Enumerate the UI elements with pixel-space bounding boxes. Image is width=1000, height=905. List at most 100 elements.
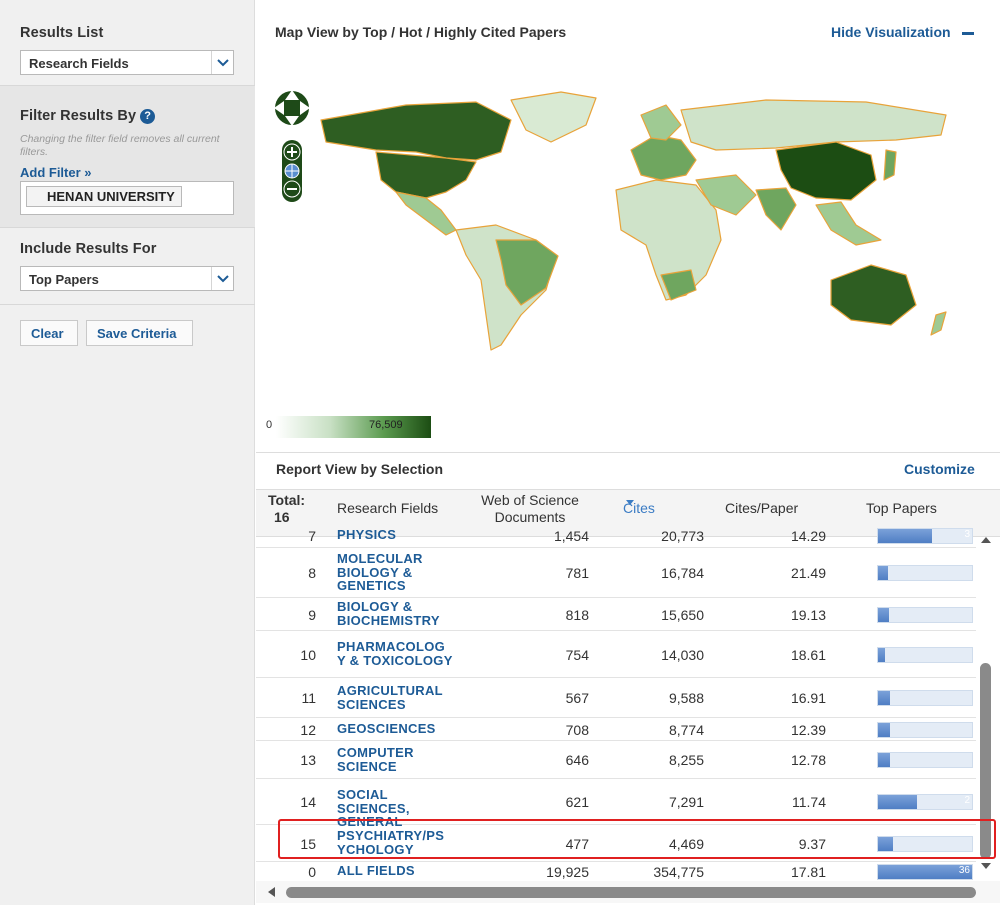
pan-control[interactable] xyxy=(274,90,310,126)
table-row[interactable]: 15 PSYCHIATRY/PS YCHOLOGY 477 4,469 9.37 xyxy=(256,825,976,862)
row-cites: 8,255 xyxy=(668,752,704,768)
row-rank: 10 xyxy=(300,647,316,663)
legend-gradient xyxy=(276,416,431,438)
row-cites-per-paper: 16.91 xyxy=(790,690,826,706)
row-cites-per-paper: 18.61 xyxy=(790,647,826,663)
row-top-papers-count: 36 xyxy=(958,865,970,876)
col-top-papers[interactable]: Top Papers xyxy=(866,500,937,516)
region-brazil[interactable] xyxy=(495,239,559,306)
row-field-link[interactable]: PHARMACOLOG Y & TOXICOLOGY xyxy=(337,639,453,668)
include-select[interactable]: Top Papers xyxy=(20,266,234,291)
scroll-up-icon[interactable] xyxy=(976,533,996,547)
zoom-out-icon[interactable] xyxy=(283,180,301,198)
row-cites-per-paper: 11.74 xyxy=(792,794,826,810)
horizontal-scrollbar[interactable] xyxy=(256,881,1000,903)
region-canada[interactable] xyxy=(320,101,512,161)
table-row[interactable]: 0 ALL FIELDS 19,925 354,775 17.81 36 xyxy=(256,862,976,881)
row-field-link[interactable]: PSYCHIATRY/PS YCHOLOGY xyxy=(337,828,445,857)
col-research-fields[interactable]: Research Fields xyxy=(337,500,439,516)
region-usa[interactable] xyxy=(375,151,477,199)
clear-button[interactable]: Clear xyxy=(20,320,78,346)
row-field-link[interactable]: SOCIAL SCIENCES, GENERAL xyxy=(337,787,410,829)
total-count: 16 xyxy=(274,509,290,525)
region-scandinavia[interactable] xyxy=(640,104,682,141)
add-filter-link[interactable]: Add Filter » xyxy=(20,165,92,180)
row-field-link[interactable]: PHYSICS xyxy=(337,527,397,542)
region-south-africa[interactable] xyxy=(660,269,697,301)
row-top-papers-bar xyxy=(877,752,973,768)
region-europe[interactable] xyxy=(630,134,697,181)
row-field-link[interactable]: AGRICULTURAL SCIENCES xyxy=(337,683,443,712)
table-row[interactable]: 7 PHYSICS 1,454 20,773 14.29 3 xyxy=(256,523,976,548)
region-new-zealand[interactable] xyxy=(930,311,947,336)
region-japan[interactable] xyxy=(883,149,897,181)
row-documents: 708 xyxy=(565,722,589,738)
scroll-left-icon[interactable] xyxy=(264,884,280,900)
legend-max-label: 76,509 xyxy=(369,419,403,431)
row-field-link[interactable]: MOLECULAR BIOLOGY & GENETICS xyxy=(337,551,423,593)
region-australia[interactable] xyxy=(830,264,917,326)
table-row[interactable]: 10 PHARMACOLOG Y & TOXICOLOGY 754 14,030 18.… xyxy=(256,631,976,678)
row-top-papers-bar xyxy=(877,722,973,738)
table-row[interactable]: 8 MOLECULAR BIOLOGY & GENETICS 781 16,784 21… xyxy=(256,548,976,598)
row-documents: 477 xyxy=(565,836,589,852)
row-rank: 7 xyxy=(308,528,316,544)
map-title: Map View by Top / Hot / Highly Cited Pap… xyxy=(275,24,567,40)
vertical-scrollbar[interactable] xyxy=(976,533,996,873)
customize-link[interactable]: Customize xyxy=(904,461,975,477)
filter-heading-wrap: Filter Results By? xyxy=(20,108,156,124)
chevron-down-icon xyxy=(211,267,233,290)
row-rank: 8 xyxy=(308,565,316,581)
row-cites-per-paper: 12.39 xyxy=(790,722,826,738)
horizontal-scroll-thumb[interactable] xyxy=(286,887,976,898)
row-cites-per-paper: 17.81 xyxy=(790,864,826,880)
globe-icon[interactable] xyxy=(284,163,300,179)
table-row[interactable]: 12 GEOSCIENCES 708 8,774 12.39 xyxy=(256,718,976,741)
region-se-asia[interactable] xyxy=(815,201,882,246)
table-row[interactable]: 9 BIOLOGY & BIOCHEMISTRY 818 15,650 19.13 xyxy=(256,598,976,631)
row-cites-per-paper: 12.78 xyxy=(790,752,826,768)
row-cites: 8,774 xyxy=(668,722,704,738)
row-cites: 14,030 xyxy=(661,647,704,663)
sidebar: Results List Research Fields Filter Resu… xyxy=(0,0,255,905)
hide-visualization-link[interactable]: Hide Visualization xyxy=(831,24,975,40)
filter-section: Filter Results By? Changing the filter f… xyxy=(0,85,255,228)
row-rank: 14 xyxy=(300,794,316,810)
col-cites-per-paper[interactable]: Cites/Paper xyxy=(725,500,799,516)
region-middle-east[interactable] xyxy=(695,174,757,216)
include-heading: Include Results For xyxy=(20,241,157,257)
row-cites-per-paper: 14.29 xyxy=(790,528,826,544)
row-cites: 9,588 xyxy=(668,690,704,706)
table-row[interactable]: 14 SOCIAL SCIENCES, GENERAL 621 7,291 11.74 2 xyxy=(256,779,976,828)
row-field-link[interactable]: COMPUTER SCIENCE xyxy=(337,745,414,774)
save-criteria-button[interactable]: Save Criteria xyxy=(86,320,193,346)
region-mexico[interactable] xyxy=(395,191,457,236)
row-field-link[interactable]: BIOLOGY & BIOCHEMISTRY xyxy=(337,599,440,628)
world-map[interactable] xyxy=(296,80,996,360)
region-greenland[interactable] xyxy=(510,91,597,143)
include-select-value: Top Papers xyxy=(29,272,99,287)
row-field-link[interactable]: GEOSCIENCES xyxy=(337,721,436,736)
row-documents: 781 xyxy=(565,565,589,581)
col-wos-documents[interactable]: Web of Science Documents xyxy=(481,492,579,525)
vertical-scroll-thumb[interactable] xyxy=(980,663,991,859)
help-icon[interactable]: ? xyxy=(140,108,156,124)
hide-visualization-label: Hide Visualization xyxy=(831,24,951,40)
results-list-select[interactable]: Research Fields xyxy=(20,50,234,75)
filter-chip[interactable]: HENAN UNIVERSITY xyxy=(26,186,182,207)
row-rank: 9 xyxy=(308,607,316,623)
table-row[interactable]: 11 AGRICULTURAL SCIENCES 567 9,588 16.91 xyxy=(256,678,976,718)
table-row[interactable]: 13 COMPUTER SCIENCE 646 8,255 12.78 xyxy=(256,741,976,779)
region-africa[interactable] xyxy=(615,179,722,301)
row-cites: 20,773 xyxy=(661,528,704,544)
region-china[interactable] xyxy=(775,141,877,201)
row-cites: 4,469 xyxy=(668,836,704,852)
row-top-papers-bar xyxy=(877,565,973,581)
region-india[interactable] xyxy=(755,187,797,231)
map-legend: 0 76,509 xyxy=(266,416,431,438)
scroll-down-icon[interactable] xyxy=(976,859,996,873)
minus-icon xyxy=(962,31,975,35)
row-field-link[interactable]: ALL FIELDS xyxy=(337,863,415,878)
region-russia[interactable] xyxy=(680,99,947,151)
zoom-in-icon[interactable] xyxy=(283,143,301,161)
